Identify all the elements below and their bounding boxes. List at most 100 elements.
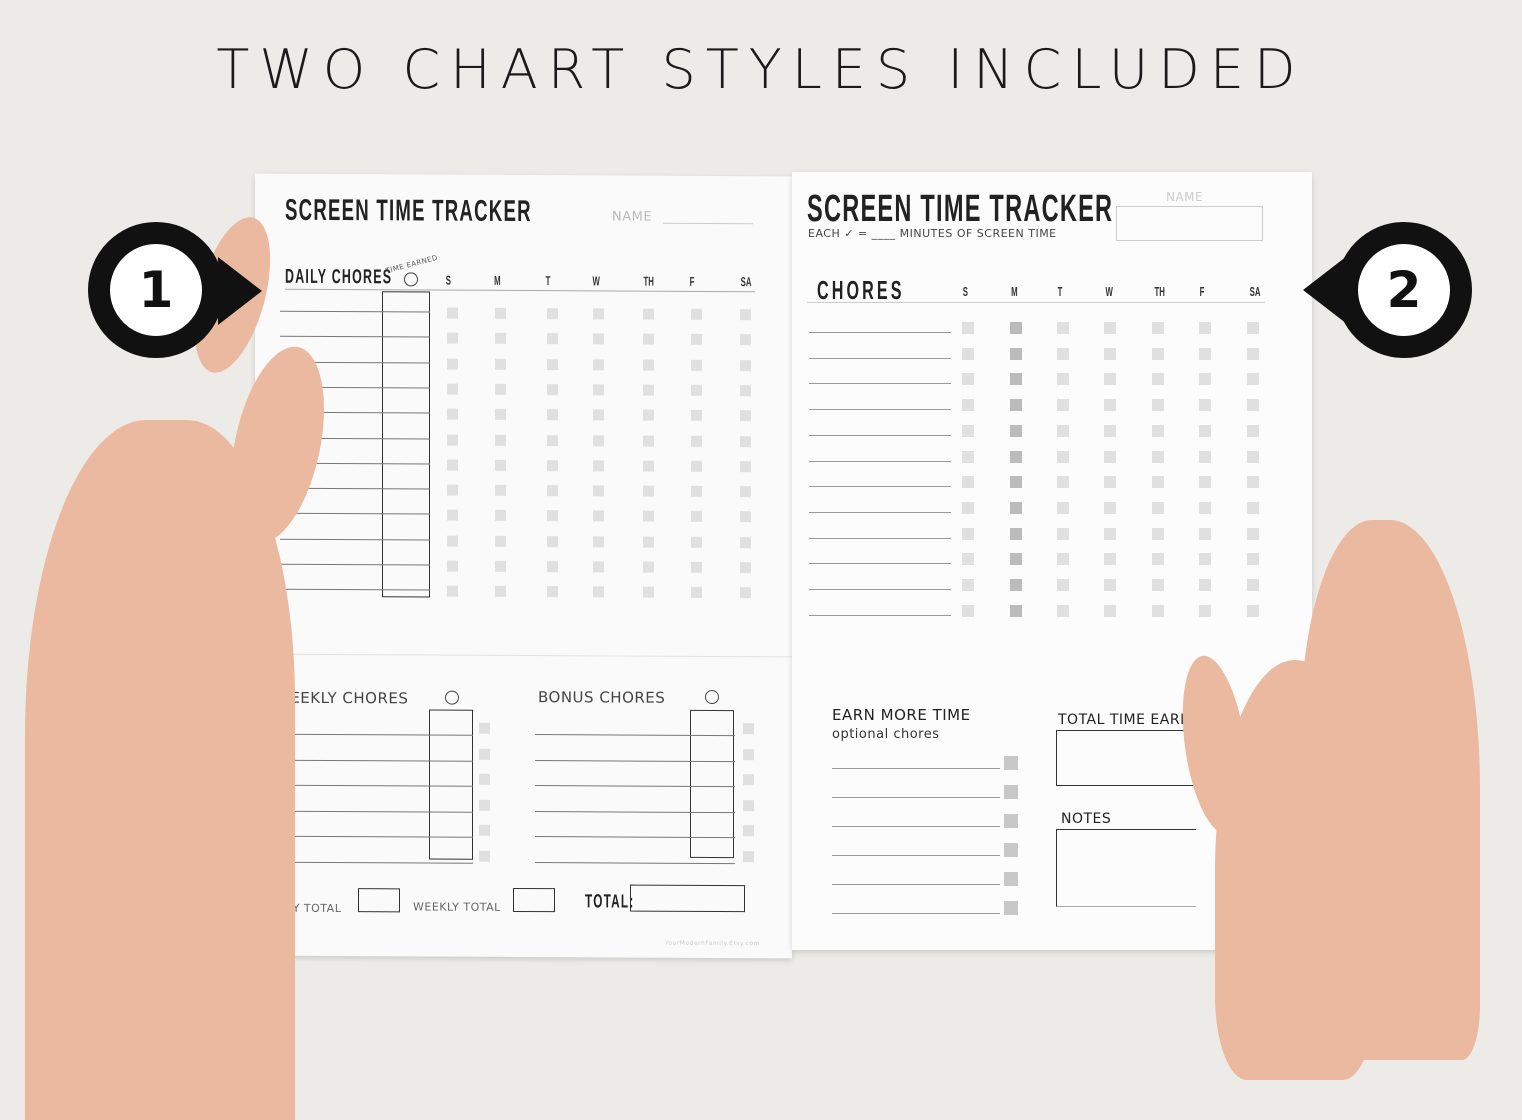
checkbox[interactable] — [1057, 527, 1069, 540]
weekly-checkbox[interactable] — [479, 824, 490, 836]
checkbox[interactable] — [1010, 604, 1022, 617]
checkbox[interactable] — [547, 384, 558, 396]
checkbox[interactable] — [962, 399, 974, 412]
checkbox[interactable] — [447, 358, 458, 370]
checkbox[interactable] — [1247, 527, 1259, 540]
bonus-checkbox[interactable] — [743, 723, 754, 735]
checkbox[interactable] — [1104, 450, 1116, 463]
checkbox[interactable] — [962, 450, 974, 463]
checkbox[interactable] — [691, 561, 702, 573]
notes-box[interactable] — [1056, 829, 1196, 907]
bonus-checkbox[interactable] — [743, 825, 754, 837]
checkbox[interactable] — [1057, 450, 1069, 463]
checkbox[interactable] — [740, 359, 751, 371]
checkbox[interactable] — [691, 511, 702, 523]
checkbox[interactable] — [691, 384, 702, 396]
checkbox[interactable] — [1010, 347, 1022, 360]
checkbox[interactable] — [1104, 322, 1116, 334]
checkbox[interactable] — [1104, 553, 1116, 566]
weekly-checkbox[interactable] — [479, 850, 490, 862]
checkbox[interactable] — [495, 383, 506, 395]
checkbox[interactable] — [495, 560, 506, 572]
checkbox[interactable] — [593, 561, 604, 573]
checkbox[interactable] — [1247, 399, 1259, 412]
checkbox[interactable] — [1057, 399, 1069, 412]
bonus-checkbox[interactable] — [743, 799, 754, 811]
checkbox[interactable] — [1247, 579, 1259, 591]
total-time-earned-box[interactable] — [1056, 730, 1196, 786]
checkbox[interactable] — [1152, 527, 1164, 540]
daily-total-box[interactable] — [358, 888, 400, 913]
checkbox[interactable] — [691, 359, 702, 371]
checkbox[interactable] — [1010, 553, 1022, 566]
checkbox[interactable] — [495, 307, 506, 319]
checkbox[interactable] — [1010, 424, 1022, 437]
checkbox[interactable] — [593, 510, 604, 522]
optional-checkbox[interactable] — [1004, 756, 1018, 770]
checkbox[interactable] — [1104, 424, 1116, 437]
checkbox[interactable] — [495, 459, 506, 471]
weekly-checkbox[interactable] — [479, 799, 490, 811]
checkbox[interactable] — [495, 586, 506, 598]
checkbox[interactable] — [593, 536, 604, 548]
checkbox[interactable] — [1010, 476, 1022, 489]
checkbox[interactable] — [1152, 553, 1164, 566]
checkbox[interactable] — [447, 459, 458, 471]
checkbox[interactable] — [547, 586, 558, 598]
checkbox[interactable] — [593, 586, 604, 598]
name-box[interactable] — [1116, 206, 1263, 241]
checkbox[interactable] — [1010, 399, 1022, 412]
checkbox[interactable] — [1199, 399, 1211, 412]
checkbox[interactable] — [447, 484, 458, 496]
checkbox[interactable] — [1104, 579, 1116, 591]
checkbox[interactable] — [1152, 604, 1164, 617]
checkbox[interactable] — [1152, 399, 1164, 412]
checkbox[interactable] — [1104, 501, 1116, 514]
checkbox[interactable] — [1199, 347, 1211, 360]
bonus-checkbox[interactable] — [743, 748, 754, 760]
checkbox[interactable] — [740, 587, 751, 599]
checkbox[interactable] — [447, 383, 458, 395]
checkbox[interactable] — [495, 333, 506, 345]
checkbox[interactable] — [547, 333, 558, 345]
weekly-checkbox[interactable] — [479, 748, 490, 760]
checkbox[interactable] — [447, 535, 458, 547]
checkbox[interactable] — [1247, 501, 1259, 514]
checkbox[interactable] — [740, 309, 751, 321]
checkbox[interactable] — [593, 358, 604, 371]
checkbox[interactable] — [962, 604, 974, 617]
checkbox[interactable] — [643, 359, 654, 371]
optional-checkbox[interactable] — [1004, 901, 1018, 915]
checkbox[interactable] — [495, 409, 506, 421]
checkbox[interactable] — [1152, 450, 1164, 463]
checkbox[interactable] — [1199, 373, 1211, 386]
checkbox[interactable] — [1247, 553, 1259, 566]
checkbox[interactable] — [447, 585, 458, 597]
checkbox[interactable] — [1247, 476, 1259, 489]
checkbox[interactable] — [962, 476, 974, 489]
checkbox[interactable] — [691, 536, 702, 548]
checkbox[interactable] — [962, 579, 974, 591]
checkbox[interactable] — [740, 410, 751, 422]
checkbox[interactable] — [1057, 579, 1069, 591]
checkbox[interactable] — [740, 536, 751, 548]
checkbox[interactable] — [495, 484, 506, 497]
checkbox[interactable] — [962, 322, 974, 334]
checkbox[interactable] — [643, 561, 654, 573]
checkbox[interactable] — [691, 587, 702, 599]
checkbox[interactable] — [643, 409, 654, 421]
checkbox[interactable] — [691, 308, 702, 320]
checkbox[interactable] — [593, 409, 604, 421]
checkbox[interactable] — [1152, 424, 1164, 437]
checkbox[interactable] — [495, 434, 506, 446]
checkbox[interactable] — [547, 561, 558, 573]
checkbox[interactable] — [1247, 424, 1259, 437]
checkbox[interactable] — [593, 308, 604, 320]
checkbox[interactable] — [1057, 553, 1069, 566]
checkbox[interactable] — [447, 560, 458, 572]
checkbox[interactable] — [547, 409, 558, 421]
checkbox[interactable] — [643, 511, 654, 523]
checkbox[interactable] — [1010, 527, 1022, 540]
checkbox[interactable] — [1199, 424, 1211, 437]
checkbox[interactable] — [643, 333, 654, 345]
